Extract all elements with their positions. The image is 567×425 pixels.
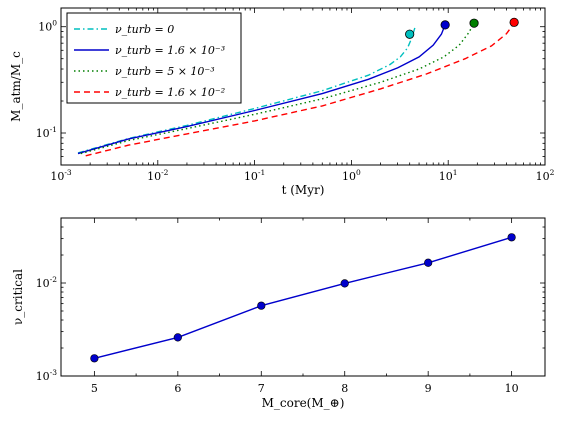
tick-exponent: -1 (258, 168, 265, 177)
tick-exponent: -2 (161, 168, 169, 177)
x-tick-label: 5 (91, 382, 98, 395)
tick-base: 10 (50, 170, 64, 183)
tick-base: 10 (36, 277, 50, 290)
legend-label-2: ν_turb = 5 × 10⁻³ (115, 65, 215, 78)
tick-base: 10 (38, 21, 52, 34)
tick-base: 10 (536, 170, 550, 183)
x-tick-label: 7 (258, 382, 265, 395)
data-point (173, 333, 182, 342)
series-line-1 (77, 24, 446, 155)
series-line-0 (94, 236, 512, 359)
tick-exponent: -3 (50, 368, 58, 377)
y-axis-label: ν_critical (11, 269, 25, 325)
series-end-marker-0 (405, 29, 415, 39)
data-point (257, 301, 266, 310)
tick-base: 10 (244, 170, 258, 183)
x-tick-label: 101 (439, 168, 458, 183)
y-tick-label: 10-3 (36, 368, 58, 383)
data-point (507, 233, 516, 242)
tick-exponent: 1 (453, 168, 458, 177)
tick-base: 10 (36, 127, 50, 140)
series-end-marker-1 (440, 20, 450, 30)
x-tick-label: 10-2 (147, 168, 169, 183)
tick-exponent: -2 (50, 275, 58, 284)
x-tick-label: 9 (425, 382, 432, 395)
x-tick-label: 102 (536, 168, 555, 183)
x-axis-label: M_core(M_⊕) (262, 396, 345, 410)
tick-base: 10 (147, 170, 161, 183)
tick-exponent: -3 (64, 168, 72, 177)
x-tick-label: 10 (505, 382, 519, 395)
series-line-3 (85, 22, 515, 157)
legend-label-0: ν_turb = 0 (115, 23, 174, 36)
plot-frame (60, 217, 546, 377)
x-tick-label: 6 (174, 382, 181, 395)
x-tick-label: 10-3 (50, 168, 72, 183)
y-tick-label: 10-1 (36, 125, 57, 140)
x-tick-label: 100 (342, 168, 361, 183)
tick-base: 10 (439, 170, 453, 183)
plot-frame (60, 7, 546, 166)
y-axis-label: M_atm/M_c (9, 51, 23, 122)
series-end-marker-3 (509, 17, 519, 27)
series-line-2 (80, 23, 475, 155)
x-tick-label: 10-1 (244, 168, 265, 183)
series-end-marker-2 (469, 18, 479, 28)
tick-exponent: 0 (356, 168, 361, 177)
legend-label-1: ν_turb = 1.6 × 10⁻³ (115, 44, 225, 57)
legend-box (66, 12, 242, 104)
legend: ν_turb = 0 ν_turb = 1.6 × 10⁻³ ν_turb = 5 … (66, 12, 242, 104)
tick-exponent: 2 (550, 168, 555, 177)
tick-exponent: 0 (52, 19, 57, 28)
tick-exponent: -1 (50, 125, 57, 134)
legend-label-3: ν_turb = 1.6 × 10⁻² (115, 86, 225, 99)
x-tick-label: 8 (341, 382, 348, 395)
tick-base: 10 (342, 170, 356, 183)
data-point (90, 354, 99, 363)
y-tick-label: 10-2 (36, 275, 58, 290)
x-axis-label: t (Myr) (282, 183, 325, 197)
y-tick-label: 100 (38, 19, 57, 34)
data-point (424, 258, 433, 267)
data-point (340, 279, 349, 288)
tick-base: 10 (36, 370, 50, 383)
series-line-0 (77, 25, 417, 154)
